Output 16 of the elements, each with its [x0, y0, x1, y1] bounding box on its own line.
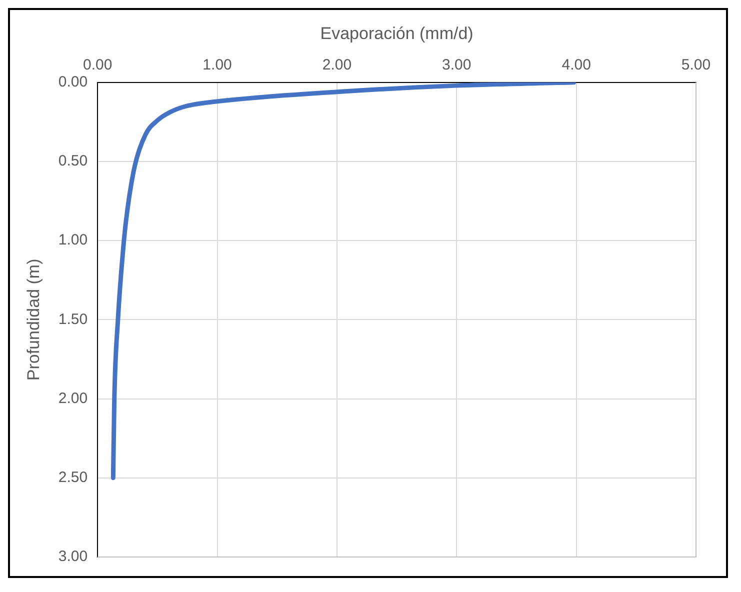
y-tick-label: 0.00	[58, 74, 88, 91]
y-tick-label: 2.00	[58, 390, 88, 407]
x-axis-title: Evaporación (mm/d)	[320, 24, 474, 43]
y-tick-label: 3.00	[58, 548, 88, 566]
x-tick-label: 3.00	[442, 56, 472, 74]
y-tick-label: 2.50	[58, 469, 88, 486]
y-axis-title: Profundidad (m)	[24, 258, 43, 381]
y-tick-label: 1.00	[58, 232, 88, 249]
x-tick-label: 5.00	[681, 56, 711, 74]
line-series	[110, 82, 576, 480]
x-tick-label: 2.00	[322, 56, 352, 74]
x-tick-label: 4.00	[562, 56, 591, 74]
x-tick-label: 1.00	[202, 56, 232, 74]
x-tick-label: 0.00	[82, 56, 112, 74]
y-tick-label: 0.50	[58, 152, 88, 170]
y-tick-label: 1.50	[58, 310, 88, 328]
